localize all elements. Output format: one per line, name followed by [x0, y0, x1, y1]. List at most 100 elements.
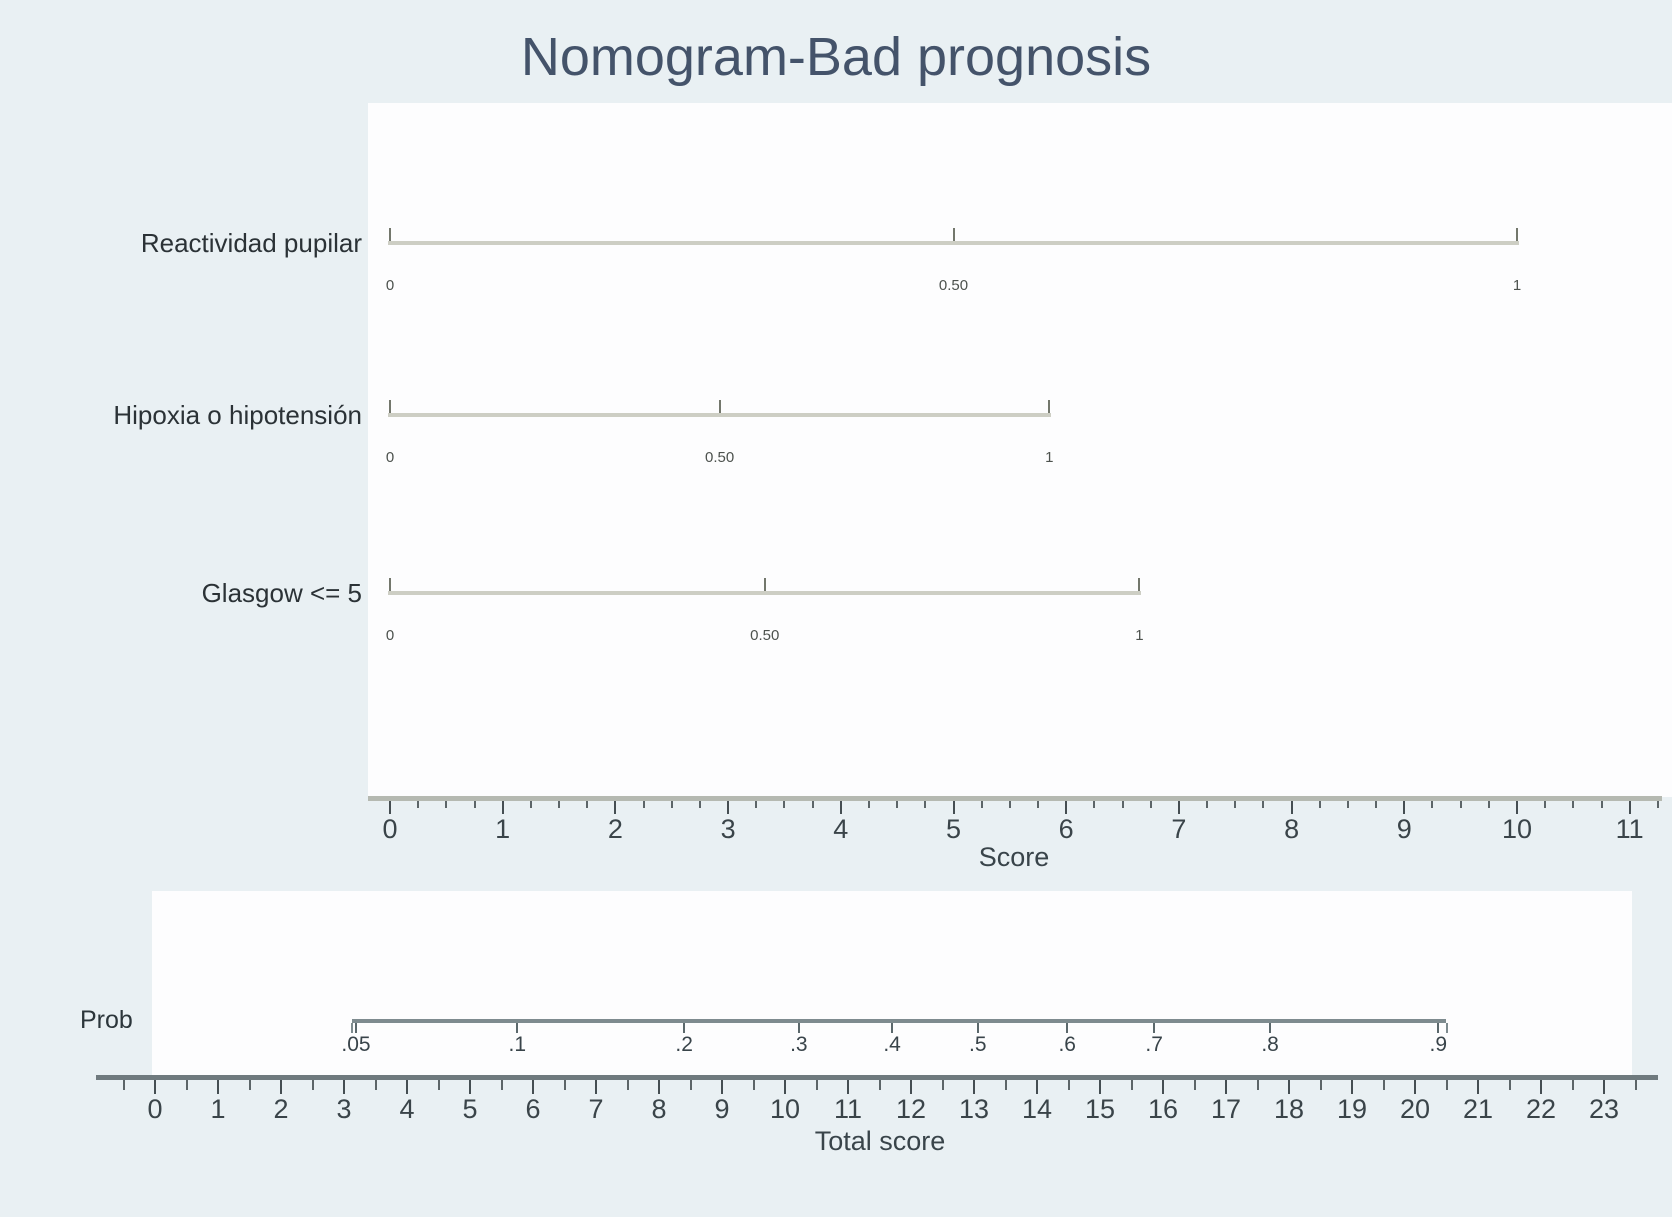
predictor-line	[388, 241, 1519, 245]
total-major-tick	[595, 1080, 597, 1094]
total-major-tick	[1540, 1080, 1542, 1094]
score-tick-label: 0	[382, 814, 398, 844]
score-minor-tick	[1572, 801, 1575, 808]
predictor-tick	[1138, 578, 1141, 591]
predictor-tick	[389, 578, 391, 591]
score-minor-tick	[811, 801, 814, 808]
total-minor-tick	[689, 1080, 692, 1090]
score-major-tick	[1516, 801, 1518, 814]
prob-tick	[976, 1023, 979, 1033]
total-tick-label: 15	[1084, 1094, 1116, 1124]
total-major-tick	[154, 1080, 156, 1094]
predictor-row-label: Reactividad pupilar	[140, 228, 362, 258]
total-major-tick	[1036, 1080, 1038, 1094]
total-major-tick	[973, 1080, 975, 1094]
total-major-tick	[910, 1080, 912, 1094]
total-tick-label: 16	[1147, 1094, 1179, 1124]
prob-tick-label: .7	[1145, 1033, 1163, 1056]
total-tick-label: 10	[769, 1094, 801, 1124]
total-tick-label: 5	[462, 1094, 478, 1124]
prob-tick-label: .2	[675, 1033, 693, 1056]
score-minor-tick	[670, 801, 673, 808]
chart-title: Nomogram-Bad prognosis	[520, 27, 1152, 87]
score-minor-tick	[698, 801, 701, 808]
total-major-tick	[1225, 1080, 1227, 1094]
total-minor-tick	[248, 1080, 251, 1090]
total-minor-tick	[1634, 1080, 1637, 1090]
predictor-tick	[1048, 400, 1051, 413]
total-tick-label: 20	[1399, 1094, 1431, 1124]
score-major-tick	[501, 801, 504, 814]
predictor-row-label: Hipoxia o hipotensión	[113, 400, 362, 430]
predictor-tick-label: 0	[385, 627, 395, 644]
score-tick-label: 9	[1396, 814, 1412, 844]
total-minor-tick	[626, 1080, 629, 1090]
total-axis-line	[96, 1075, 1658, 1080]
score-minor-tick	[1346, 801, 1349, 808]
total-minor-tick	[878, 1080, 881, 1090]
total-tick-label: 23	[1588, 1094, 1620, 1124]
total-major-tick	[217, 1080, 219, 1094]
total-minor-tick	[1382, 1080, 1385, 1090]
total-tick-label: 9	[714, 1094, 730, 1124]
score-minor-tick	[924, 801, 927, 808]
total-major-tick	[1351, 1080, 1353, 1094]
predictor-tick-label: 0	[385, 277, 395, 294]
total-tick-label: 7	[588, 1094, 604, 1124]
score-minor-tick	[558, 801, 561, 808]
prob-tick	[891, 1023, 894, 1033]
total-major-tick	[1414, 1080, 1416, 1094]
predictor-tick-label: 1	[1045, 449, 1054, 466]
predictor-tick	[389, 228, 391, 241]
score-minor-tick	[980, 801, 983, 808]
total-minor-tick	[1256, 1080, 1259, 1090]
prob-tick-label: .3	[790, 1033, 808, 1056]
score-tick-label: 4	[833, 814, 849, 844]
score-minor-tick	[1093, 801, 1096, 808]
prob-line	[352, 1019, 1447, 1023]
total-minor-tick	[1193, 1080, 1196, 1090]
score-minor-tick	[1262, 801, 1265, 808]
total-minor-tick	[437, 1080, 440, 1090]
predictor-tick	[718, 400, 721, 413]
total-minor-tick	[122, 1080, 125, 1090]
score-minor-tick	[1121, 801, 1124, 808]
bottom-plot-area	[152, 891, 1632, 1078]
total-major-tick	[1162, 1080, 1164, 1094]
score-tick-label: 8	[1284, 814, 1300, 844]
total-minor-tick	[185, 1080, 188, 1090]
score-major-tick	[839, 801, 842, 814]
total-tick-label: 14	[1021, 1094, 1053, 1124]
total-major-tick	[406, 1080, 408, 1094]
prob-end-tick	[1445, 1023, 1448, 1033]
predictor-row-label: Glasgow <= 5	[201, 578, 362, 608]
total-major-tick	[532, 1080, 534, 1094]
prob-tick	[516, 1023, 519, 1033]
total-tick-label: 21	[1462, 1094, 1494, 1124]
total-minor-tick	[1445, 1080, 1448, 1090]
total-tick-label: 13	[958, 1094, 990, 1124]
total-minor-tick	[500, 1080, 503, 1090]
score-minor-tick	[755, 801, 758, 808]
total-minor-tick	[1319, 1080, 1322, 1090]
total-tick-label: 1	[210, 1094, 226, 1124]
predictor-tick-label: 0	[385, 449, 395, 466]
score-major-tick	[1403, 801, 1406, 814]
total-major-tick	[784, 1080, 786, 1094]
prob-tick-label: .05	[341, 1033, 371, 1056]
score-major-tick	[1290, 801, 1293, 814]
prob-tick-label: .8	[1261, 1033, 1279, 1056]
predictor-line	[388, 591, 1142, 595]
total-tick-label: 4	[399, 1094, 415, 1124]
total-major-tick	[1288, 1080, 1290, 1094]
score-tick-label: 5	[945, 814, 962, 844]
total-major-tick	[1477, 1080, 1479, 1094]
score-major-tick	[1628, 801, 1631, 814]
prob-tick-label: .9	[1429, 1033, 1448, 1056]
total-minor-tick	[1571, 1080, 1574, 1090]
score-minor-tick	[1375, 801, 1378, 808]
predictor-tick	[389, 400, 391, 413]
score-minor-tick	[1234, 801, 1237, 808]
score-minor-tick	[1656, 801, 1659, 808]
